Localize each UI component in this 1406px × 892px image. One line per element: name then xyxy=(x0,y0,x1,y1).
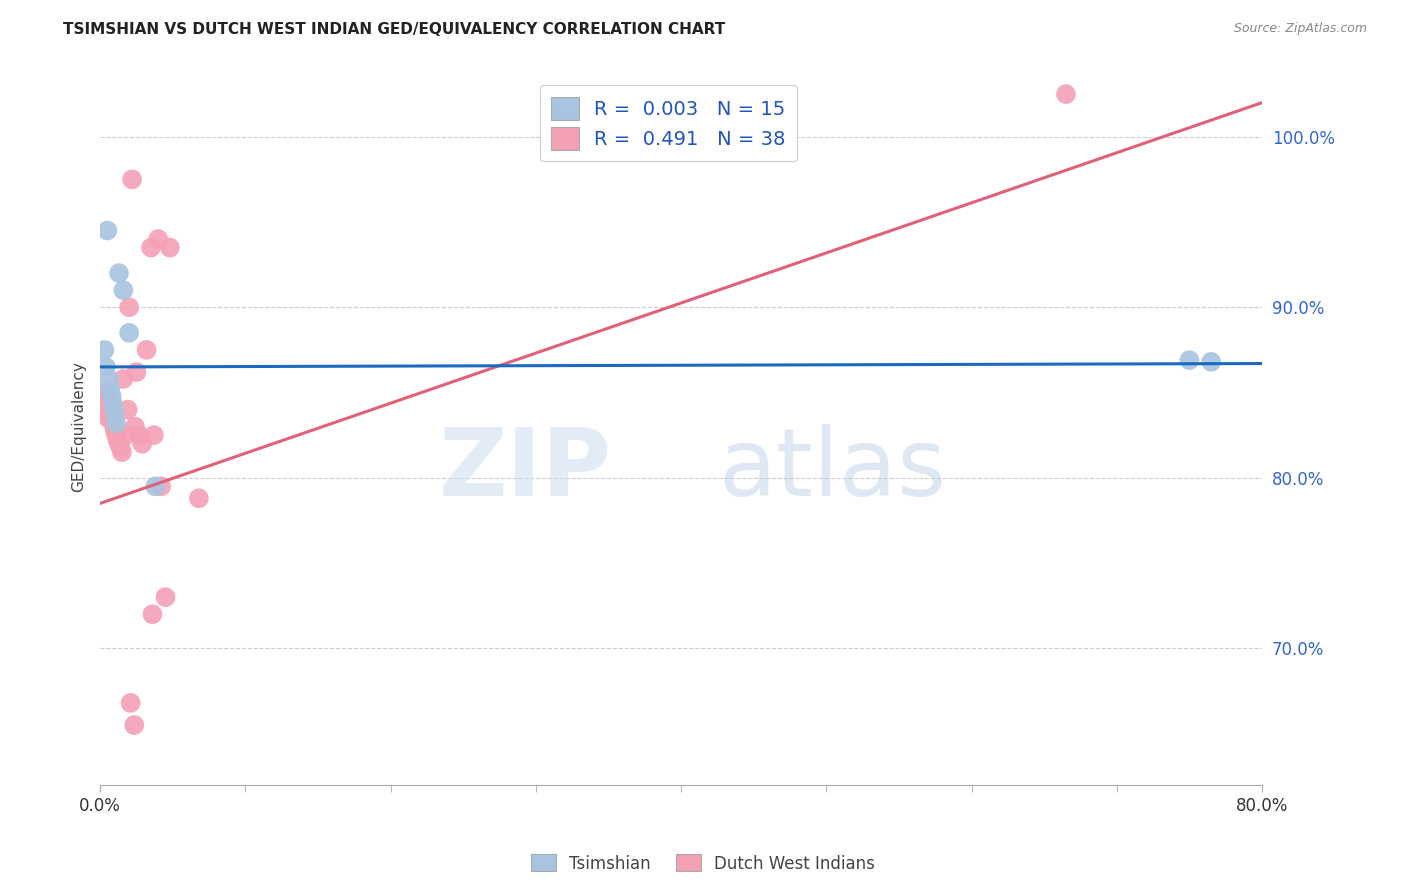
Point xyxy=(100,389,122,403)
Point xyxy=(93,385,115,400)
Point xyxy=(159,241,181,255)
Point xyxy=(104,423,127,437)
Point xyxy=(112,283,135,297)
Point xyxy=(96,402,118,417)
Point xyxy=(98,382,121,396)
Point xyxy=(128,428,150,442)
Point xyxy=(115,428,138,442)
Point xyxy=(110,440,132,454)
Point xyxy=(97,402,120,417)
Point xyxy=(124,419,146,434)
Point xyxy=(94,359,117,374)
Text: atlas: atlas xyxy=(718,424,946,516)
Point xyxy=(148,232,170,246)
Point xyxy=(98,406,121,420)
Point xyxy=(155,590,177,604)
Point xyxy=(108,436,131,450)
Legend: R =  0.003   N = 15, R =  0.491   N = 38: R = 0.003 N = 15, R = 0.491 N = 38 xyxy=(540,86,797,161)
Point xyxy=(122,718,145,732)
Point xyxy=(118,326,141,340)
Point xyxy=(105,428,128,442)
Point xyxy=(143,479,166,493)
Point xyxy=(97,411,120,425)
Point xyxy=(125,365,148,379)
Point xyxy=(104,406,127,420)
Point xyxy=(135,343,157,357)
Point xyxy=(97,372,120,386)
Point xyxy=(121,172,143,186)
Y-axis label: GED/Equivalency: GED/Equivalency xyxy=(72,361,86,492)
Text: ZIP: ZIP xyxy=(439,424,612,516)
Point xyxy=(118,300,141,314)
Point xyxy=(103,397,125,411)
Point xyxy=(187,491,209,506)
Point xyxy=(94,389,117,403)
Point xyxy=(108,266,131,280)
Point xyxy=(96,394,118,409)
Point xyxy=(1178,353,1201,368)
Point xyxy=(150,479,173,493)
Point xyxy=(100,411,122,425)
Legend: Tsimshian, Dutch West Indians: Tsimshian, Dutch West Indians xyxy=(524,847,882,880)
Point xyxy=(1199,355,1222,369)
Point xyxy=(142,428,165,442)
Point xyxy=(111,445,134,459)
Point xyxy=(96,223,118,237)
Point xyxy=(91,394,114,409)
Text: Source: ZipAtlas.com: Source: ZipAtlas.com xyxy=(1233,22,1367,36)
Point xyxy=(139,241,162,255)
Point xyxy=(120,696,142,710)
Point xyxy=(131,436,153,450)
Point xyxy=(105,416,128,430)
Point xyxy=(107,434,129,448)
Point xyxy=(141,607,163,622)
Point xyxy=(93,343,115,357)
Point xyxy=(117,402,139,417)
Point xyxy=(112,372,135,386)
Point xyxy=(1054,87,1077,101)
Point xyxy=(103,416,125,430)
Text: TSIMSHIAN VS DUTCH WEST INDIAN GED/EQUIVALENCY CORRELATION CHART: TSIMSHIAN VS DUTCH WEST INDIAN GED/EQUIV… xyxy=(63,22,725,37)
Point xyxy=(94,394,117,409)
